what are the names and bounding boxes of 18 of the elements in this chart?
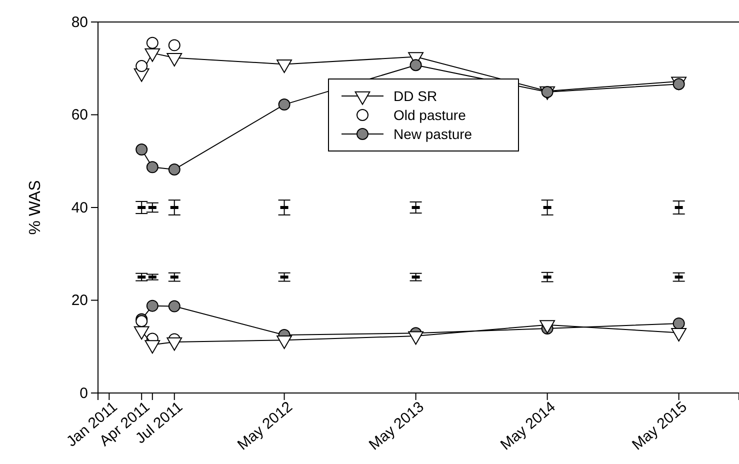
y-tick-label: 20 <box>71 292 88 310</box>
legend-label: New pasture <box>394 126 472 142</box>
y-axis-title: % WAS <box>27 180 44 235</box>
y-tick-label: 40 <box>71 199 88 216</box>
legend-label: Old pasture <box>394 107 466 123</box>
point <box>136 144 148 156</box>
y-tick-label: 80 <box>71 14 88 31</box>
point <box>410 59 422 72</box>
point <box>278 98 290 111</box>
legend-label: DD SR <box>394 88 438 104</box>
point <box>672 317 685 330</box>
point <box>146 161 158 174</box>
point <box>168 300 180 312</box>
point <box>168 163 180 176</box>
point <box>136 60 148 72</box>
point <box>146 300 158 312</box>
y-tick-label: 60 <box>71 106 88 124</box>
y-tick-label: 0 <box>80 384 88 402</box>
